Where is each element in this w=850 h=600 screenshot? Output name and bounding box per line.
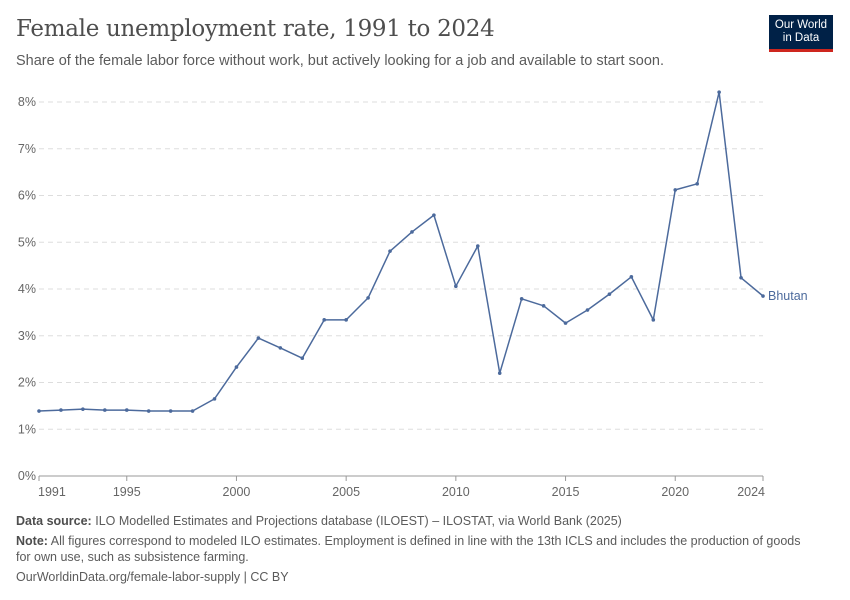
data-point bbox=[59, 408, 63, 412]
data-point bbox=[344, 318, 348, 322]
data-point bbox=[585, 308, 590, 312]
data-point bbox=[673, 188, 678, 192]
data-point bbox=[124, 408, 129, 412]
data-point bbox=[278, 346, 283, 350]
owid-logo[interactable]: Our World in Data bbox=[769, 15, 833, 52]
source-url[interactable]: OurWorldinData.org/female-labor-supply |… bbox=[16, 570, 289, 584]
data-point bbox=[81, 407, 85, 411]
x-tick-label: 2024 bbox=[737, 485, 765, 499]
x-tick-label: 2020 bbox=[661, 485, 689, 499]
data-point bbox=[168, 409, 173, 413]
note-label: Note: bbox=[16, 534, 48, 548]
x-tick-label: 1995 bbox=[113, 485, 141, 499]
chart-subtitle: Share of the female labor force without … bbox=[16, 53, 665, 69]
x-tick-label: 2000 bbox=[223, 485, 251, 499]
y-tick-label: 4% bbox=[18, 282, 36, 296]
chart-note: Note: All figures correspond to modeled … bbox=[16, 533, 816, 565]
y-tick-label: 3% bbox=[18, 329, 36, 343]
data-point bbox=[103, 408, 107, 412]
data-point bbox=[739, 275, 743, 280]
y-tick-label: 1% bbox=[18, 422, 36, 436]
data-point bbox=[322, 318, 327, 322]
data-point bbox=[454, 284, 458, 288]
source-text: ILO Modelled Estimates and Projections d… bbox=[95, 514, 622, 528]
data-point bbox=[212, 397, 217, 401]
data-point bbox=[629, 275, 634, 279]
series-label: Bhutan bbox=[768, 289, 808, 303]
data-point bbox=[651, 318, 656, 322]
logo-text: Our World in Data bbox=[774, 19, 828, 44]
data-point bbox=[388, 249, 392, 253]
data-point bbox=[300, 356, 305, 360]
data-point bbox=[432, 213, 436, 217]
y-tick-label: 5% bbox=[18, 235, 36, 249]
data-point bbox=[37, 409, 41, 413]
data-point bbox=[519, 297, 524, 301]
data-point bbox=[695, 182, 699, 186]
data-point bbox=[541, 304, 546, 308]
x-tick-label: 1991 bbox=[38, 485, 66, 499]
data-point bbox=[256, 336, 261, 340]
series-line-bhutan bbox=[38, 91, 764, 412]
x-tick-label: 2005 bbox=[332, 485, 360, 499]
y-tick-label: 6% bbox=[18, 189, 36, 203]
chart-title: Female unemployment rate, 1991 to 2024 bbox=[16, 16, 495, 42]
y-tick-label: 8% bbox=[18, 95, 36, 109]
data-point bbox=[717, 90, 721, 94]
source-label: Data source: bbox=[16, 514, 92, 528]
x-tick-label: 2015 bbox=[552, 485, 580, 499]
data-point bbox=[497, 371, 502, 375]
data-point bbox=[234, 365, 239, 369]
y-tick-label: 7% bbox=[18, 142, 36, 156]
y-tick-label: 2% bbox=[18, 376, 36, 390]
x-tick-label: 2010 bbox=[442, 485, 470, 499]
data-point bbox=[190, 409, 195, 413]
data-point bbox=[563, 321, 568, 325]
data-point bbox=[761, 294, 765, 298]
data-source: Data source: ILO Modelled Estimates and … bbox=[16, 513, 816, 529]
data-point bbox=[607, 292, 612, 296]
data-point bbox=[410, 230, 414, 234]
y-tick-label: 0% bbox=[18, 469, 36, 483]
note-text: All figures correspond to modeled ILO es… bbox=[16, 534, 801, 564]
data-point bbox=[366, 296, 370, 300]
data-point bbox=[146, 409, 151, 413]
data-point bbox=[475, 244, 480, 248]
